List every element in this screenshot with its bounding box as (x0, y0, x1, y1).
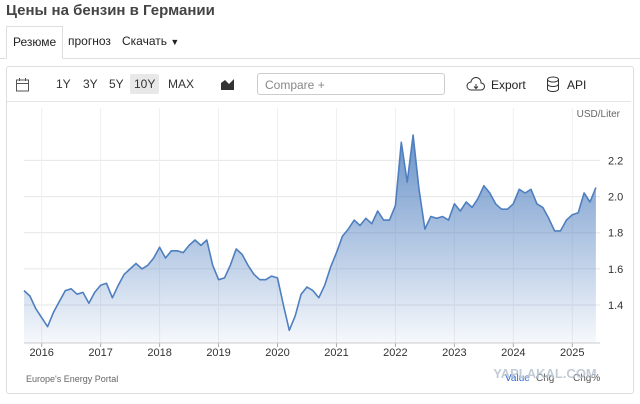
y-tick-label: 1.6 (608, 264, 623, 276)
compare-input[interactable]: Compare + (257, 73, 445, 95)
range-button[interactable]: 5Y (109, 77, 124, 91)
tab[interactable]: Резюме (6, 26, 64, 59)
range-button[interactable]: 1Y (56, 77, 71, 91)
tab-label: Скачать (122, 34, 167, 48)
range-button[interactable]: 10Y (130, 74, 160, 94)
x-tick-label: 2018 (147, 347, 171, 359)
x-tick-label: 2025 (560, 347, 584, 359)
export-button[interactable]: Export (491, 78, 526, 92)
y-tick-label: 2.2 (608, 155, 623, 167)
chart-card (6, 66, 634, 394)
range-button[interactable]: MAX (168, 77, 195, 91)
line (23, 134, 597, 332)
toolbar: 1Y 3Y 5Y 10Y MAX (7, 67, 631, 102)
source-label: Europe's Energy Portal (26, 374, 118, 384)
column-header[interactable]: Value (505, 373, 530, 384)
x-tick-label: 2020 (265, 347, 289, 359)
x-tick-label: 2021 (324, 347, 348, 359)
x-tick-label: 2019 (206, 347, 230, 359)
tab[interactable]: Скачать ▼ (122, 34, 180, 48)
y-tick-label: 1.4 (608, 300, 623, 312)
api-icon (547, 76, 559, 92)
export-icon (466, 77, 485, 91)
y-tick-label: 2.0 (608, 192, 623, 204)
api-button[interactable]: API (567, 78, 587, 92)
unit-label: USD/Liter (577, 109, 621, 120)
range-button[interactable]: 3Y (83, 77, 98, 91)
column-header[interactable]: Chg (536, 373, 554, 384)
x-tick-label: 2024 (501, 347, 525, 359)
x-tick-label: 2017 (88, 347, 112, 359)
watermark: YAPLAKAL.COM (493, 366, 597, 381)
column-header[interactable]: Chg% (573, 373, 600, 384)
tab[interactable]: прогноз (68, 34, 111, 48)
y-tick-label: 1.8 (608, 228, 623, 240)
tab-bar: Резюме прогноз Скачать ▼ (0, 26, 640, 59)
x-tick-label: 2022 (383, 347, 407, 359)
area (24, 135, 596, 343)
calendar-icon[interactable] (15, 77, 31, 93)
x-tick-label: 2023 (442, 347, 466, 359)
page-title: Цены на бензин в Германии (6, 2, 215, 19)
chart-type-icon[interactable] (220, 77, 236, 91)
x-tick-label: 2016 (29, 347, 53, 359)
